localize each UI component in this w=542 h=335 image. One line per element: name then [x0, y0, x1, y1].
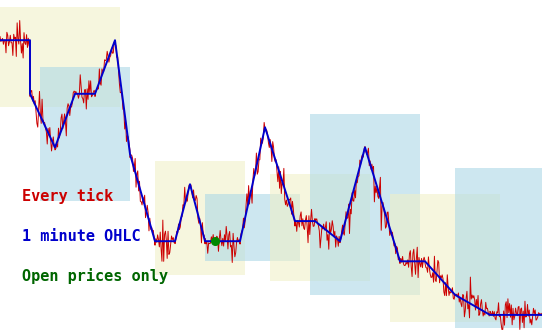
Bar	[455, 168, 542, 328]
Text: 1 minute OHLC: 1 minute OHLC	[22, 229, 140, 244]
Bar	[390, 194, 500, 322]
Text: Open prices only: Open prices only	[22, 268, 167, 284]
Bar	[40, 67, 130, 201]
Bar	[310, 114, 420, 295]
Bar	[155, 161, 245, 275]
Bar	[0, 7, 120, 107]
Bar	[205, 194, 300, 261]
Text: Every tick: Every tick	[22, 188, 113, 204]
Bar	[270, 174, 370, 281]
